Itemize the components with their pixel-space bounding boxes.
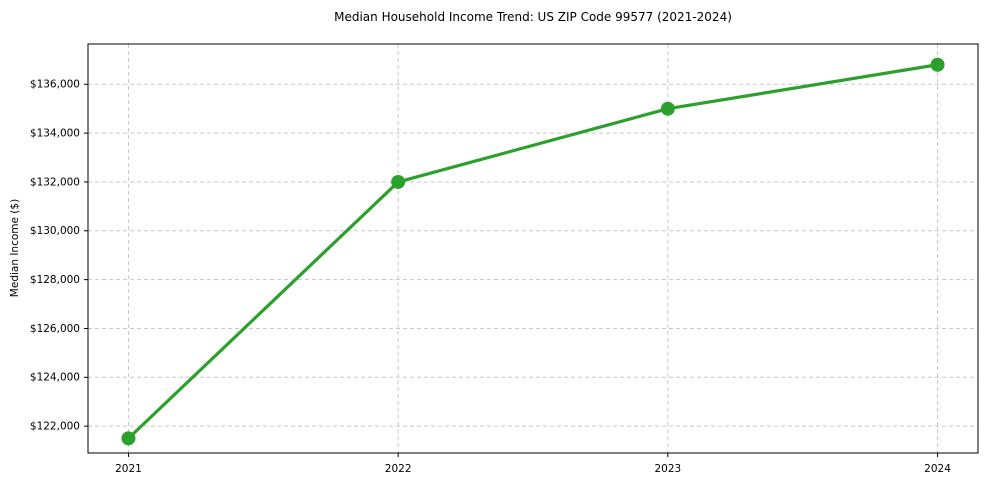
- data-point: [391, 174, 406, 189]
- y-tick-label: $130,000: [30, 225, 80, 237]
- y-tick-label: $122,000: [30, 421, 80, 433]
- y-tick-label: $136,000: [30, 79, 80, 91]
- plot-border: [87, 43, 979, 454]
- y-tick-label: $128,000: [30, 274, 80, 286]
- x-tick-label: 2023: [654, 463, 681, 475]
- data-point: [660, 101, 675, 116]
- x-tick-label: 2024: [924, 463, 951, 475]
- y-tick-label: $132,000: [30, 176, 80, 188]
- x-tick-label: 2022: [385, 463, 412, 475]
- data-point: [121, 431, 136, 446]
- y-tick-label: $126,000: [30, 323, 80, 335]
- x-tick-label: 2021: [115, 463, 142, 475]
- y-tick-label: $134,000: [30, 127, 80, 139]
- y-tick-label: $124,000: [30, 372, 80, 384]
- chart-title: Median Household Income Trend: US ZIP Co…: [334, 10, 732, 24]
- data-point: [930, 57, 945, 72]
- trend-line: [126, 63, 940, 440]
